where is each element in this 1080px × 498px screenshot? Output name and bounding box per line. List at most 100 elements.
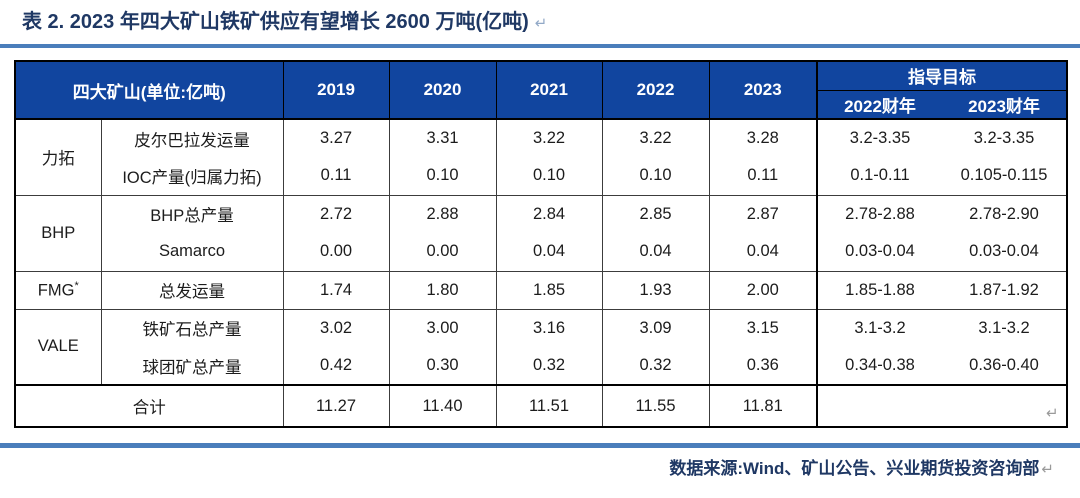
table-cell: 0.04 (496, 233, 603, 271)
table-cell: 3.27 (283, 118, 390, 157)
table-cell: 3.1-3.2 (817, 308, 943, 347)
header-row-1: 四大矿山(单位:亿吨) 2019 2020 2021 2022 2023 指导目… (15, 61, 1068, 119)
table-cell: 11.51 (496, 384, 603, 427)
table-cell: 2.72 (283, 194, 390, 233)
table-cell: 0.10 (389, 157, 497, 195)
group-name-text: BHP (41, 223, 76, 242)
header-mines-unit: 四大矿山(单位:亿吨) (15, 61, 284, 119)
table-cell: 3.2-3.35 (942, 118, 1068, 157)
top-rule (0, 44, 1080, 48)
table-cell: 3.28 (709, 118, 819, 157)
total-label: 合计 (15, 384, 284, 427)
header-year-2021: 2021 (496, 61, 603, 119)
table-title-text: 表 2. 2023 年四大矿山铁矿供应有望增长 2600 万吨(亿吨) (22, 11, 529, 33)
table-row: BHP BHP总产量 2.72 2.88 2.84 2.85 2.87 2.78… (15, 194, 1068, 271)
row-label: 球团矿总产量 (101, 347, 284, 385)
table-cell: 11.55 (602, 384, 710, 427)
table-row: 力拓 皮尔巴拉发运量 3.27 3.31 3.22 3.22 3.28 3.2-… (15, 118, 1068, 195)
row-label: 皮尔巴拉发运量 (101, 118, 284, 157)
table-cell: 1.74 (283, 270, 390, 309)
header-guidance-target: 指导目标 (817, 61, 1068, 91)
table-cell: 0.42 (283, 347, 390, 385)
footnote-asterisk: * (74, 279, 79, 292)
table-cell: 0.11 (283, 157, 390, 195)
group-cell-bhp: BHP (15, 194, 102, 271)
header-year-2022: 2022 (602, 61, 710, 119)
table-cell: 3.15 (709, 308, 819, 347)
table-cell: 1.85-1.88 (817, 270, 943, 309)
table-cell: 0.34-0.38 (817, 347, 943, 385)
table-cell: 0.03-0.04 (942, 233, 1068, 271)
row-label: BHP总产量 (101, 194, 284, 233)
table-cell: 1.85 (496, 270, 603, 309)
header-row-2: 2022财年 2023财年 (15, 90, 1068, 119)
table-cell: 3.22 (602, 118, 710, 157)
table-cell: 2.78-2.88 (817, 194, 943, 233)
group-cell-fmg: FMG* (15, 270, 102, 309)
header-year-2019: 2019 (283, 61, 390, 119)
paragraph-return-icon: ↵ (1041, 461, 1054, 478)
table-cell: 0.11 (709, 157, 819, 195)
table-cell: 3.31 (389, 118, 497, 157)
table-cell: 3.1-3.2 (942, 308, 1068, 347)
row-label: Samarco (101, 233, 284, 271)
table-cell: 0.10 (602, 157, 710, 195)
group-name-text: 力拓 (41, 150, 75, 169)
table-cell: 11.40 (389, 384, 497, 427)
table-cell: 0.32 (496, 347, 603, 385)
table-cell: 2.88 (389, 194, 497, 233)
group-name-text: VALE (37, 337, 79, 356)
table-cell: 1.87-1.92 (942, 270, 1068, 309)
table-cell: 2.87 (709, 194, 819, 233)
table-row: FMG* 总发运量 1.74 1.80 1.85 1.93 2.00 1.85-… (15, 270, 1068, 309)
paragraph-return-icon: ↵ (534, 15, 548, 32)
table-cell: 2.00 (709, 270, 819, 309)
table-cell: 0.04 (709, 233, 819, 271)
table-cell: 1.80 (389, 270, 497, 309)
header-fy2023: 2023财年 (942, 90, 1068, 119)
mines-supply-table: 四大矿山(单位:亿吨) 2019 2020 2021 2022 2023 指导目… (14, 60, 1069, 428)
bottom-rule (0, 443, 1080, 448)
paragraph-return-icon: ↵ (1046, 405, 1059, 422)
table-cell: 0.32 (602, 347, 710, 385)
table-cell: 0.10 (496, 157, 603, 195)
table-cell: 3.02 (283, 308, 390, 347)
header-year-2023: 2023 (709, 61, 819, 119)
table-cell: 3.22 (496, 118, 603, 157)
table-cell: 2.85 (602, 194, 710, 233)
table-cell: 1.93 (602, 270, 710, 309)
table-cell: 0.03-0.04 (817, 233, 943, 271)
table-cell: 0.00 (283, 233, 390, 271)
table-row: Samarco 0.00 0.00 0.04 0.04 0.04 0.03-0.… (15, 233, 1068, 271)
table-cell: 3.09 (602, 308, 710, 347)
table-cell: 0.00 (389, 233, 497, 271)
table-cell: 0.1-0.11 (817, 157, 943, 195)
table-cell: 3.16 (496, 308, 603, 347)
table-cell: 2.84 (496, 194, 603, 233)
table-cell: 2.78-2.90 (942, 194, 1068, 233)
row-label: 铁矿石总产量 (101, 308, 284, 347)
row-label: 总发运量 (101, 270, 284, 309)
total-guidance-empty-cell (817, 384, 1068, 427)
table-cell: 0.30 (389, 347, 497, 385)
table-row: IOC产量(归属力拓) 0.11 0.10 0.10 0.10 0.11 0.1… (15, 157, 1068, 195)
total-row: 合计 11.27 11.40 11.51 11.55 11.81 (15, 384, 1068, 427)
table-cell: 3.2-3.35 (817, 118, 943, 157)
group-cell-rio-tinto: 力拓 (15, 118, 102, 195)
table-row: 球团矿总产量 0.42 0.30 0.32 0.32 0.36 0.34-0.3… (15, 347, 1068, 385)
table-cell: 3.00 (389, 308, 497, 347)
table-cell: 0.36-0.40 (942, 347, 1068, 385)
table-title: 表 2. 2023 年四大矿山铁矿供应有望增长 2600 万吨(亿吨) ↵ (22, 5, 547, 34)
row-label: IOC产量(归属力拓) (101, 157, 284, 195)
group-cell-vale: VALE (15, 308, 102, 385)
header-fy2022: 2022财年 (817, 90, 943, 119)
data-source-line: 数据来源:Wind、矿山公告、兴业期货投资咨询部 ↵ (669, 454, 1054, 479)
table-cell: 11.27 (283, 384, 390, 427)
table-row: VALE 铁矿石总产量 3.02 3.00 3.16 3.09 3.15 3.1… (15, 308, 1068, 385)
table-cell: 0.04 (602, 233, 710, 271)
group-name-text: FMG (37, 281, 75, 300)
table-cell: 0.36 (709, 347, 819, 385)
table-cell: 0.105-0.115 (942, 157, 1068, 195)
header-year-2020: 2020 (389, 61, 497, 119)
